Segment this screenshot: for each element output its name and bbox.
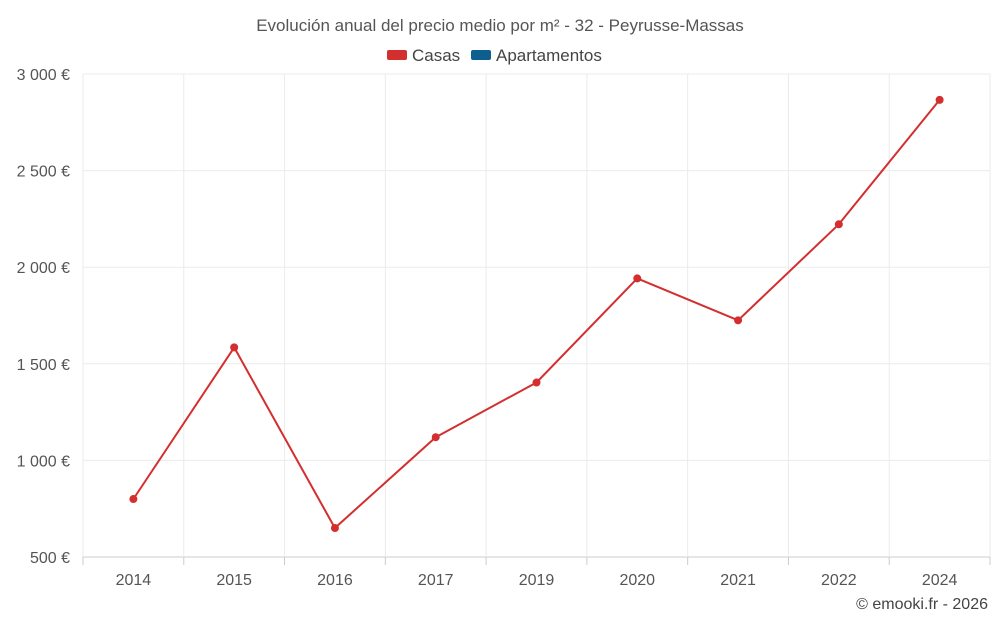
legend: Casas Apartamentos [387, 46, 602, 65]
data-point-casas-2024[interactable] [935, 95, 944, 104]
series-line-casas [132, 99, 941, 529]
legend-swatch-casas [387, 50, 407, 60]
y-tick-label: 1 000 € [17, 453, 70, 470]
data-point-casas-2022[interactable] [834, 220, 843, 229]
x-tick-label: 2020 [619, 572, 655, 589]
data-point-casas-2021[interactable] [734, 316, 743, 325]
y-tick-label: 2 500 € [17, 164, 70, 181]
x-axis: 2014 2015 2016 2017 2019 2020 2021 2022 2024 [82, 557, 991, 589]
data-point-casas-2016[interactable] [330, 524, 339, 533]
chart-title: Evolución anual del precio medio por m² … [256, 16, 744, 35]
y-axis: 500 € 1 000 € 1 500 € 2 000 € 2 500 € 3 000 € [17, 67, 70, 567]
y-tick-label: 500 € [30, 550, 70, 567]
plot-area [129, 95, 944, 533]
grid [82, 73, 991, 558]
x-tick-label: 2024 [922, 572, 958, 589]
legend-item-apartamentos[interactable]: Apartamentos [471, 46, 602, 65]
legend-swatch-apartamentos [471, 50, 491, 60]
data-point-casas-2019[interactable] [532, 378, 541, 387]
data-point-casas-2015[interactable] [230, 343, 239, 352]
data-point-casas-2020[interactable] [633, 274, 642, 283]
legend-label-casas: Casas [412, 46, 460, 65]
data-point-casas-2017[interactable] [431, 433, 440, 442]
x-tick-label: 2022 [821, 572, 857, 589]
y-tick-label: 3 000 € [17, 67, 70, 84]
x-tick-label: 2016 [317, 572, 353, 589]
x-tick-label: 2021 [720, 572, 756, 589]
y-tick-label: 2 000 € [17, 260, 70, 277]
data-point-casas-2014[interactable] [129, 495, 138, 504]
y-tick-label: 1 500 € [17, 357, 70, 374]
x-tick-label: 2017 [418, 572, 454, 589]
x-tick-label: 2015 [216, 572, 252, 589]
legend-item-casas[interactable]: Casas [387, 46, 460, 65]
x-tick-label: 2019 [519, 572, 555, 589]
credit-text: © emooki.fr - 2026 [856, 596, 988, 613]
legend-label-apartamentos: Apartamentos [496, 46, 602, 65]
x-tick-label: 2014 [116, 572, 152, 589]
